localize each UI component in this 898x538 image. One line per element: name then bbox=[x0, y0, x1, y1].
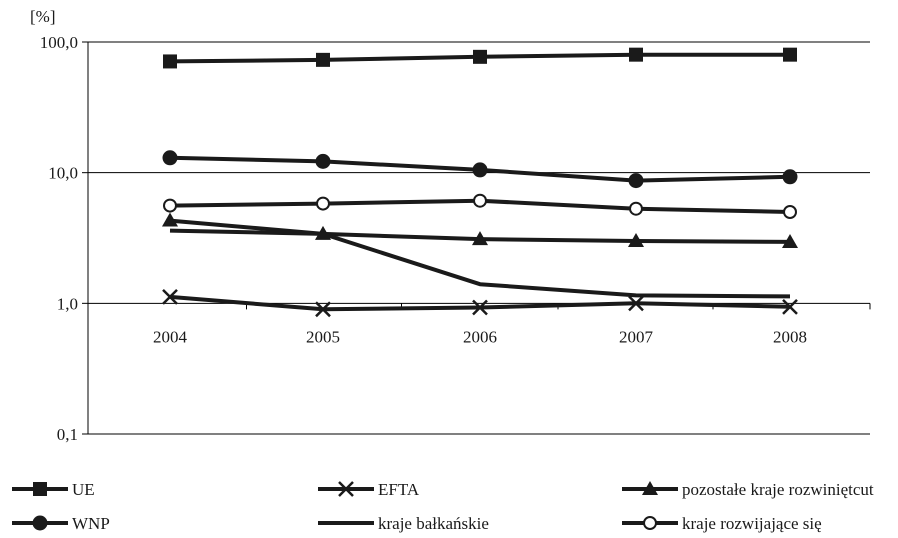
legend-marker-2 bbox=[642, 481, 658, 495]
data-point-3-4 bbox=[782, 169, 798, 185]
data-point-2-0 bbox=[162, 212, 178, 227]
x-tick-label-2007: 2007 bbox=[619, 327, 654, 346]
legend-marker-3 bbox=[32, 515, 48, 531]
x-tick-label-2005: 2005 bbox=[306, 327, 340, 346]
legend-item-3: WNP bbox=[12, 514, 110, 533]
series-2 bbox=[162, 212, 798, 248]
data-point-0-4 bbox=[783, 47, 797, 62]
x-tick-label-2006: 2006 bbox=[463, 327, 497, 346]
data-point-2-4 bbox=[782, 233, 798, 248]
legend: UE EFTA pozostałe kraje rozwiniętcut WNP kra… bbox=[12, 480, 874, 533]
data-point-1-1 bbox=[315, 301, 331, 318]
data-point-5-0 bbox=[163, 198, 177, 213]
legend-item-1: EFTA bbox=[318, 480, 420, 499]
series-line-4 bbox=[169, 228, 791, 299]
x-tick-label-2008: 2008 bbox=[773, 327, 807, 346]
legend-item-2: pozostałe kraje rozwiniętcut bbox=[622, 480, 874, 499]
legend-marker-5 bbox=[643, 516, 657, 530]
legend-label-3: WNP bbox=[72, 514, 110, 533]
series-3 bbox=[162, 150, 798, 189]
data-point-0-2 bbox=[473, 49, 487, 64]
data-point-1-2 bbox=[472, 299, 488, 316]
legend-label-0: UE bbox=[72, 480, 95, 499]
data-point-5-2 bbox=[473, 193, 487, 208]
legend-label-2: pozostałe kraje rozwiniętcut bbox=[682, 480, 874, 499]
data-point-0-0 bbox=[163, 54, 177, 69]
legend-item-0: UE bbox=[12, 480, 95, 499]
data-point-0-1 bbox=[316, 52, 330, 67]
data-point-1-3 bbox=[628, 295, 644, 312]
data-point-1-0 bbox=[162, 289, 178, 305]
x-tick-label-2004: 2004 bbox=[153, 327, 188, 346]
series-4 bbox=[169, 228, 791, 299]
data-point-5-4 bbox=[783, 205, 797, 220]
legend-label-1: EFTA bbox=[378, 480, 420, 499]
y-tick-label-1: 1,0 bbox=[57, 294, 78, 313]
data-point-0-3 bbox=[629, 47, 643, 62]
legend-label-4: kraje bałkańskie bbox=[378, 514, 489, 533]
data-point-5-1 bbox=[316, 196, 330, 211]
series-0 bbox=[163, 47, 797, 69]
y-tick-label-3: 100,0 bbox=[40, 33, 78, 52]
legend-item-4: kraje bałkańskie bbox=[318, 514, 489, 533]
legend-label-5: kraje rozwijające się bbox=[682, 514, 822, 533]
data-point-5-3 bbox=[629, 201, 643, 216]
y-tick-label-0: 0,1 bbox=[57, 425, 78, 444]
legend-marker-0 bbox=[33, 482, 47, 496]
data-point-2-3 bbox=[628, 232, 644, 247]
data-point-2-2 bbox=[472, 231, 488, 246]
legend-item-5: kraje rozwijające się bbox=[622, 514, 822, 533]
series-5 bbox=[163, 193, 797, 220]
data-point-1-4 bbox=[782, 298, 798, 315]
series-1 bbox=[162, 289, 798, 318]
axis-layer: 0,1 1,0 10,0 100,0 2004 2005 2006 2007 2008 bbox=[40, 33, 871, 444]
data-point-3-2 bbox=[472, 162, 488, 178]
y-tick-label-2: 10,0 bbox=[48, 164, 78, 183]
data-point-3-0 bbox=[162, 150, 178, 166]
y-unit-label: [%] bbox=[30, 7, 55, 26]
data-point-3-1 bbox=[315, 153, 331, 169]
data-point-3-3 bbox=[628, 173, 644, 189]
legend-marker-1 bbox=[338, 481, 354, 497]
series-layer bbox=[162, 47, 798, 318]
